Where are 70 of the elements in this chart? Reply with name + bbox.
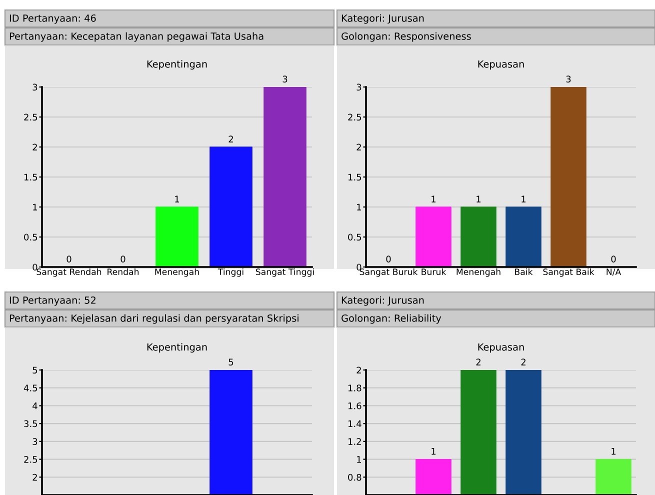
x-tick-label: N/A: [606, 268, 622, 276]
y-tick-label: 1.5: [348, 174, 362, 181]
y-tick-label: 0: [32, 264, 38, 271]
data-label: 1: [175, 196, 180, 202]
data-label: 2: [228, 136, 233, 142]
data-label: 1: [612, 448, 616, 455]
data-label: 5: [228, 358, 234, 366]
text: Kategori: Jurusan: [342, 296, 424, 306]
y-tick-label: 2: [32, 144, 37, 150]
text: Golongan: Reliability: [342, 314, 442, 324]
y-tick-label: 3: [356, 84, 362, 91]
x-tick-label: Sangat Rendah: [36, 268, 102, 277]
data-label: 1: [522, 196, 526, 202]
text: Pertanyaan: Kejelasan dari regulasi dan persyaratan Skripsi: [10, 314, 298, 324]
text: ID Pertanyaan: 46: [10, 14, 96, 24]
bar: [210, 146, 252, 267]
y-tick-label: 4: [32, 402, 38, 410]
y-tick-label: 3.5: [24, 420, 38, 428]
y-tick-label: 1.8: [348, 384, 362, 392]
x-tick-label: Baik: [515, 268, 533, 276]
y-tick-label: 2: [356, 366, 361, 374]
text: Pertanyaan: Kecepatan layanan pegawai Tata Usaha: [10, 32, 264, 42]
y-tick-label: 2.5: [348, 114, 362, 121]
y-tick-label: 2: [32, 474, 37, 481]
data-label: 1: [432, 196, 436, 202]
x-tick-label: Sangat Tinggi: [256, 268, 314, 277]
y-tick-label: 1: [33, 204, 37, 210]
data-label: 0: [66, 256, 72, 262]
text: Golongan: Responsiveness: [342, 32, 471, 42]
y-tick-label: 4.5: [24, 384, 38, 392]
data-label: 3: [566, 76, 571, 82]
data-label: 0: [386, 256, 391, 262]
text: Kategori: Jurusan: [342, 14, 424, 24]
x-tick-label: Sangat Buruk: [360, 268, 418, 277]
x-tick-label: Menengah: [155, 268, 199, 277]
x-tick-label: Sangat Baik: [543, 268, 594, 277]
y-tick-label: 5: [32, 366, 38, 374]
text: ID Pertanyaan: 52: [10, 296, 96, 306]
y-tick-label: 1.4: [348, 420, 362, 427]
bar: [264, 87, 306, 267]
y-tick-label: 1: [357, 204, 361, 210]
y-tick-label: 1.6: [348, 402, 362, 410]
y-tick-label: 2: [356, 144, 361, 150]
y-tick-label: 0: [356, 264, 362, 271]
chart-title: Kepentingan: [147, 343, 207, 353]
y-tick-label: 1.5: [24, 174, 38, 181]
data-label: 1: [432, 448, 436, 455]
y-tick-label: 2.5: [24, 456, 38, 463]
y-tick-label: 0.5: [348, 234, 362, 241]
y-tick-label: 3: [32, 84, 38, 91]
x-tick-label: Buruk: [422, 268, 446, 276]
data-label: 0: [611, 256, 616, 262]
data-label: 1: [476, 196, 481, 202]
data-label: 3: [282, 76, 288, 82]
y-tick-label: 0.8: [348, 474, 362, 481]
x-tick-label: Rendah: [108, 268, 139, 276]
x-tick-label: Tinggi: [218, 268, 244, 277]
chart-title: Kepuasan: [478, 343, 524, 353]
y-tick-label: 2.5: [24, 114, 38, 121]
y-tick-label: 1.2: [348, 438, 361, 445]
y-tick-label: 1: [357, 456, 361, 463]
data-label: 0: [120, 256, 126, 262]
x-tick-label: Menengah: [456, 268, 500, 277]
data-label: 2: [476, 358, 480, 366]
data-label: 2: [521, 358, 526, 366]
bar: [156, 206, 198, 267]
y-tick-label: 0.5: [24, 234, 38, 241]
chart-title: Kepuasan: [478, 60, 524, 70]
y-tick-label: 3: [32, 438, 38, 445]
chart-title: Kepentingan: [147, 60, 207, 70]
